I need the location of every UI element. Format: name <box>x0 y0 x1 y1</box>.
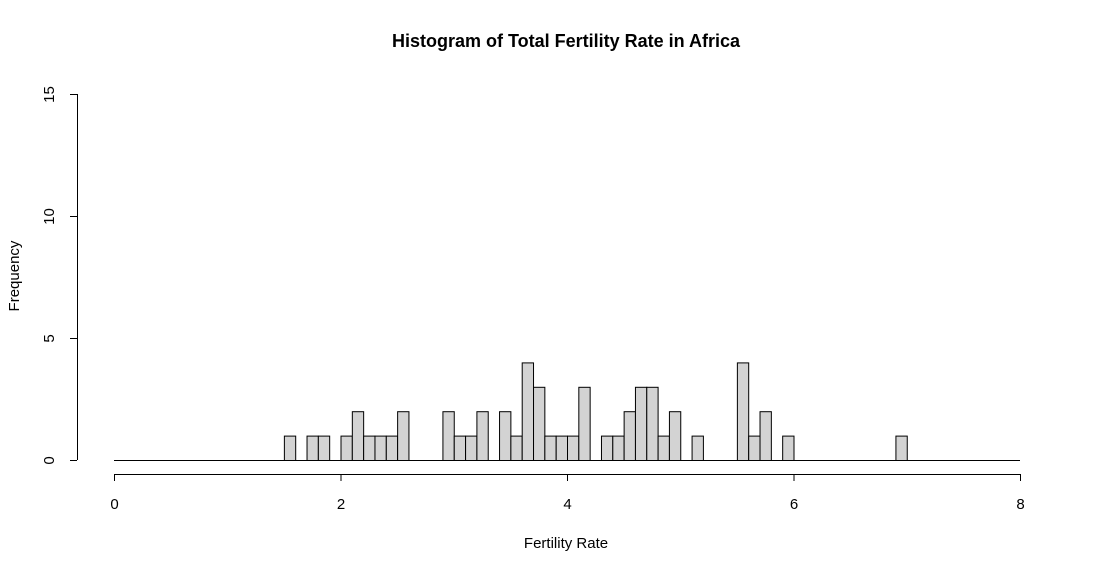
histogram-bar <box>306 435 319 462</box>
histogram-bar <box>634 386 648 461</box>
y-tick-label: 0 <box>41 456 58 464</box>
histogram-bar <box>895 435 908 462</box>
histogram-bar <box>283 435 297 462</box>
histogram-bar <box>374 435 387 462</box>
histogram-bar <box>612 435 625 462</box>
bars-group <box>283 362 908 462</box>
x-axis: 0 2 4 6 8 <box>110 474 1025 513</box>
histogram-bar <box>476 411 489 462</box>
x-tick-label: 4 <box>563 496 571 513</box>
histogram-bar <box>510 435 523 462</box>
histogram-bar <box>453 435 467 462</box>
y-axis: 0 5 10 15 <box>41 86 78 465</box>
y-tick-label: 10 <box>41 208 58 225</box>
x-tick-label: 8 <box>1016 496 1024 513</box>
histogram-bar <box>317 435 331 462</box>
chart-title: Histogram of Total Fertility Rate in Afr… <box>392 31 741 51</box>
histogram-bar <box>646 386 659 461</box>
x-tick-label: 6 <box>790 496 798 513</box>
histogram-bar <box>521 362 535 461</box>
histogram-bar <box>623 411 636 462</box>
histogram-bar <box>397 411 410 462</box>
histogram-bar <box>555 435 568 462</box>
x-axis-label: Fertility Rate <box>524 535 608 552</box>
histogram-bar <box>499 411 512 462</box>
histogram-bar <box>668 411 682 462</box>
histogram-bar <box>385 435 399 462</box>
histogram-bar <box>736 362 750 461</box>
histogram-bar <box>748 435 761 462</box>
y-tick-label: 5 <box>41 334 58 342</box>
histogram-bar <box>533 386 546 461</box>
histogram-bar <box>691 435 704 462</box>
histogram-bar <box>567 435 580 462</box>
histogram-bar <box>578 386 591 461</box>
histogram-bar <box>782 435 795 462</box>
x-tick-label: 0 <box>110 496 118 513</box>
histogram-bar <box>759 411 772 462</box>
x-tick-label: 2 <box>337 496 345 513</box>
histogram-bar <box>340 435 353 462</box>
y-tick-label: 15 <box>41 86 58 103</box>
histogram-bar <box>657 435 670 462</box>
histogram-bar <box>465 435 478 462</box>
histogram-bar <box>544 435 557 462</box>
histogram-bar <box>351 411 365 462</box>
y-axis-label: Frequency <box>6 240 23 311</box>
histogram-bar <box>363 435 376 462</box>
histogram-bar <box>600 435 614 462</box>
histogram-bar <box>442 411 455 462</box>
